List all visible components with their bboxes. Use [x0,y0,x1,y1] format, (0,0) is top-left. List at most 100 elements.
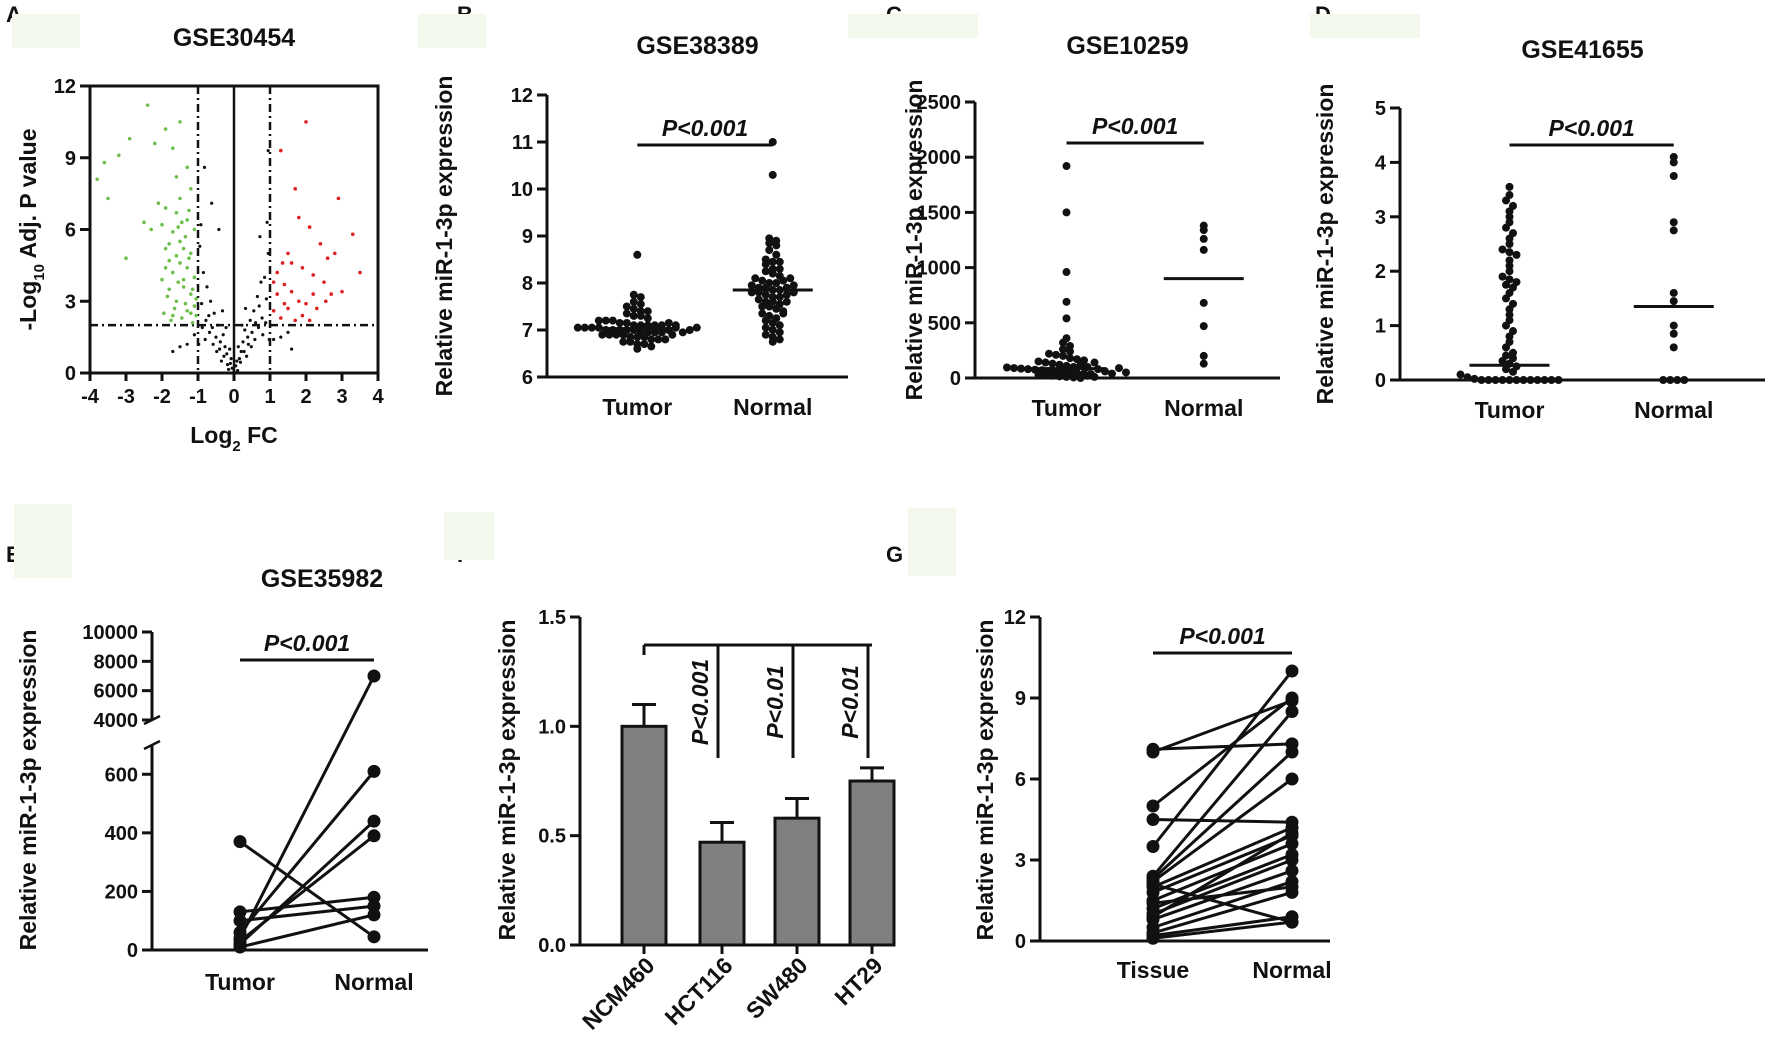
data-point [587,323,596,332]
data-point [640,340,649,349]
down-regulated-point [194,297,198,301]
category-label: Normal [1164,395,1243,421]
ns-point [198,244,202,248]
data-point [1062,314,1071,323]
data-point [761,267,770,276]
data-point [1505,182,1514,191]
up-regulated-point [279,316,283,320]
down-regulated-point [172,306,177,311]
down-regulated-point [176,225,180,229]
tissue-point [1146,896,1160,910]
data-point [1076,360,1085,369]
pair-line [1152,699,1293,754]
data-point [601,316,610,325]
data-point [768,269,777,278]
y-tick-label: 1.0 [538,716,566,738]
normal-point [1285,691,1299,705]
significance-label: P<0.001 [264,630,350,656]
data-point [1456,370,1465,379]
chart-title: GSE30454 [173,24,295,52]
ns-point [219,359,223,363]
data-point [1083,371,1092,380]
data-point [1199,298,1208,307]
ns-point [210,201,214,205]
y-tick-label: 12 [1004,607,1026,629]
up-regulated-point [289,261,294,265]
down-regulated-point [167,258,171,263]
ns-point [178,345,182,349]
category-label: Tumor [1475,397,1545,423]
down-regulated-point [189,251,193,256]
tissue-point [1146,799,1160,813]
title-tab-bg [908,508,956,576]
data-point [1491,376,1500,384]
normal-point [1285,837,1299,851]
pair-line [1152,915,1293,938]
ns-point [216,323,220,327]
data-point [1010,364,1018,373]
y-tick-label: 12 [511,85,533,107]
data-point [768,326,777,334]
ns-point [265,220,269,224]
normal-point [1285,853,1299,867]
data-point [772,279,781,287]
title-tab-bg [14,504,72,578]
down-regulated-point [106,196,110,201]
title-tab-bg [1310,14,1420,38]
down-regulated-point [162,311,166,316]
category-label: HT29 [829,952,887,1010]
bar [773,816,821,947]
data-point [1659,376,1668,384]
up-regulated-point [275,292,280,296]
data-point [1669,343,1678,352]
y-tick-label: 5 [1375,98,1386,120]
data-point [629,290,638,299]
y-tick-label: 6 [522,367,533,389]
data-point [668,330,677,339]
data-point [1059,351,1067,360]
data-point [1062,297,1071,306]
down-regulated-point [142,220,146,225]
panel-letter-g: G [886,542,903,567]
ns-point [220,309,225,313]
pair-line [1152,885,1293,905]
ns-point [230,366,234,370]
y-tick-label: 0 [65,363,76,385]
ns-point [228,361,232,366]
data-point [1477,376,1486,384]
data-point [664,318,673,327]
category-label: NCM460 [577,952,660,1035]
down-regulated-point [169,318,173,323]
pair-line [1152,831,1293,918]
data-point [775,264,784,273]
up-regulated-point [307,225,312,229]
data-point [768,318,777,327]
data-point [1502,343,1510,352]
data-point [1470,374,1479,383]
up-regulated-point [311,273,316,277]
data-point [1069,373,1078,382]
up-regulated-point [271,280,276,284]
down-regulated-point [163,206,168,210]
down-regulated-point [190,320,195,325]
data-point [1509,367,1517,376]
down-regulated-point [171,270,175,275]
down-regulated-point [171,313,175,318]
data-point [1003,363,1011,372]
category-label: HCT116 [659,952,737,1030]
ns-point [253,337,257,342]
data-point [622,318,631,327]
category-label: Normal [1252,957,1331,983]
down-regulated-point [183,301,188,306]
data-point [657,328,666,337]
ns-point [192,333,196,337]
x-tick-label: 2 [300,386,311,408]
significance-label: P<0.01 [762,665,788,739]
data-point [1666,376,1675,384]
data-point [661,335,670,344]
data-point [1505,240,1514,248]
ns-point [259,280,263,284]
data-point [605,330,614,339]
up-regulated-point [293,187,298,191]
